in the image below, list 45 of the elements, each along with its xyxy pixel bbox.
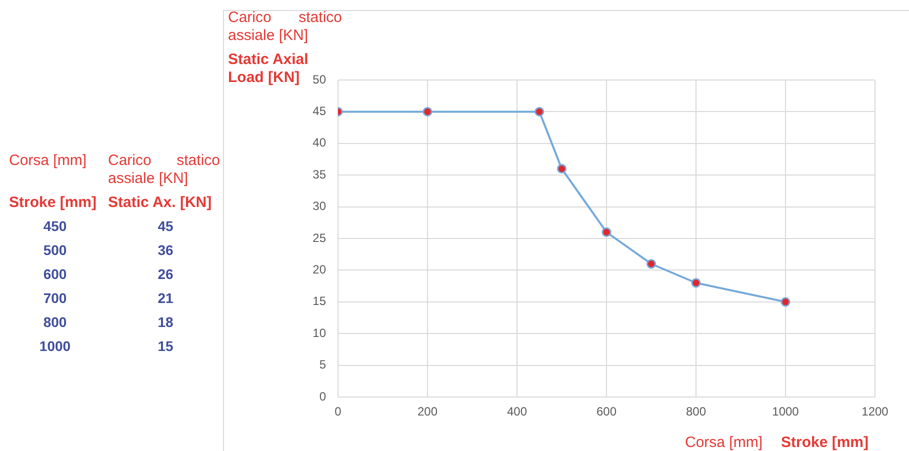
point xyxy=(602,227,612,237)
point xyxy=(780,297,790,307)
text: Corsa [mm] xyxy=(9,152,87,170)
y-tick-label: 25 xyxy=(312,230,326,245)
y-tick-label: 50 xyxy=(312,72,326,86)
text: 36 xyxy=(156,242,174,258)
text: Stroke [mm] xyxy=(9,194,97,212)
y-tick-label: 20 xyxy=(312,262,326,277)
text: 45 xyxy=(156,218,174,234)
text: Stroke [mm] xyxy=(781,434,869,451)
point xyxy=(534,106,544,116)
y-tick-label: 5 xyxy=(319,358,326,372)
text: 600 xyxy=(42,266,68,282)
y-tick-label: 30 xyxy=(312,199,326,214)
point xyxy=(646,259,656,269)
text: Carico statico assiale [KN] xyxy=(108,152,220,188)
text: 450 xyxy=(42,218,68,234)
text: 700 xyxy=(42,290,68,306)
text: 18 xyxy=(156,314,174,330)
x-tick-label: 1200 xyxy=(862,404,889,419)
x-tick-label: 200 xyxy=(417,404,438,419)
text: 800 xyxy=(42,314,68,330)
x-tick-label: 1000 xyxy=(772,404,800,419)
y-tick-label: 35 xyxy=(312,167,326,182)
point xyxy=(557,164,566,174)
y-tick-label: 45 xyxy=(312,104,326,118)
y-tick-label: 0 xyxy=(319,389,326,404)
y-axis-title: Carico statico assiale [KN] xyxy=(228,9,342,45)
text: 500 xyxy=(42,242,68,258)
x-axis-title: Corsa [mm] xyxy=(685,434,763,451)
text: 15 xyxy=(156,338,174,354)
x-tick-label: 800 xyxy=(686,404,706,419)
y-tick-label: 10 xyxy=(312,326,326,340)
x-tick-label: 400 xyxy=(506,404,528,419)
y-tick-label: 40 xyxy=(312,136,326,150)
point xyxy=(422,106,432,116)
x-tick-label: 600 xyxy=(596,404,617,419)
x-tick-label: 0 xyxy=(334,404,342,419)
text: 21 xyxy=(156,290,174,306)
point xyxy=(691,278,701,288)
text: Static Axial Load [KN] xyxy=(228,51,308,86)
text: 26 xyxy=(156,266,174,282)
text: 1000 xyxy=(38,338,72,354)
y-tick-label: 15 xyxy=(312,294,326,308)
text: Static Ax. [KN] xyxy=(108,194,212,212)
